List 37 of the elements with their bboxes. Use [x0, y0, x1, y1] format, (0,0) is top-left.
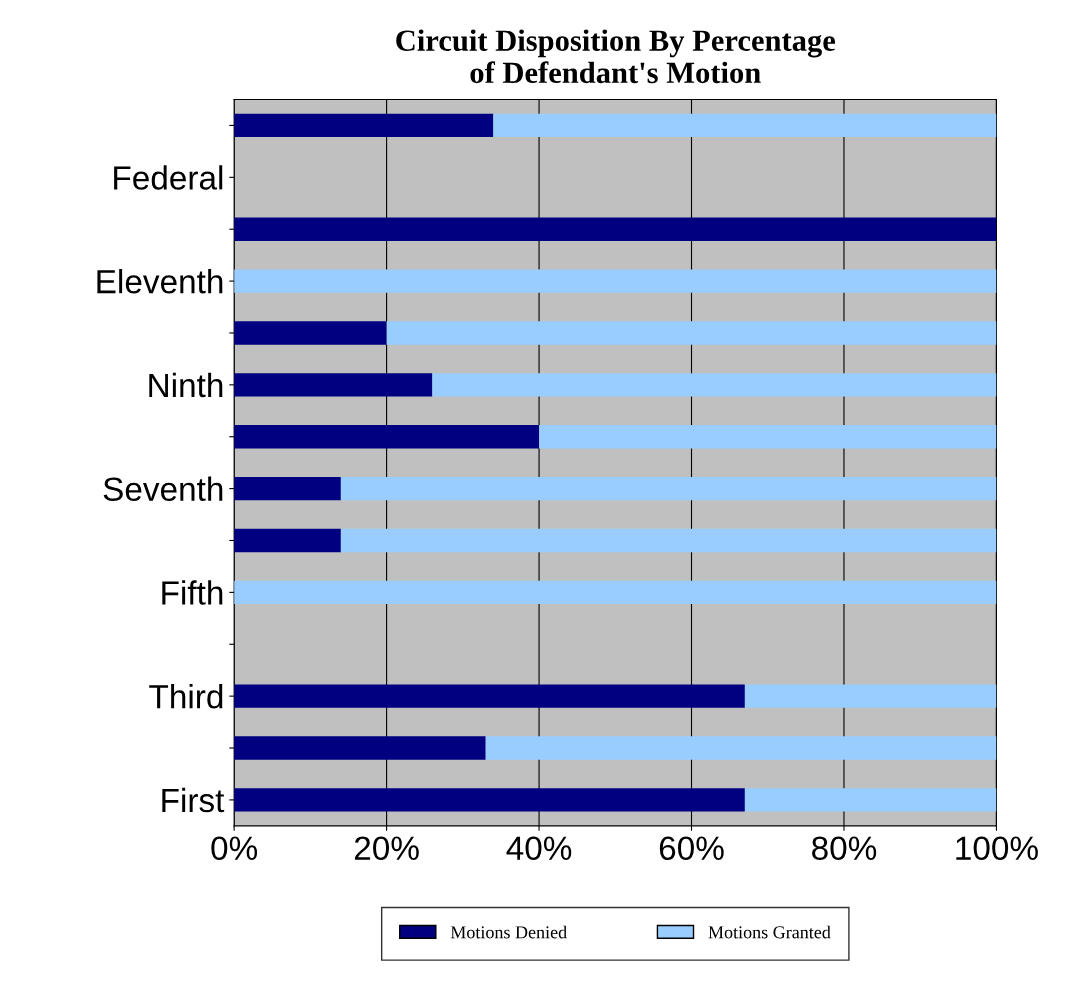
bar [234, 217, 997, 241]
bar [234, 580, 997, 605]
bar [234, 476, 341, 501]
x-tick-label: 80% [812, 836, 877, 861]
bar [234, 528, 341, 553]
bar [340, 528, 997, 553]
bar [234, 684, 745, 708]
y-tick-label: Federal [114, 165, 223, 190]
y-tick-label: Third [149, 684, 223, 709]
bar [744, 788, 997, 812]
y-tick-label: Seventh [103, 476, 223, 502]
bar [539, 425, 997, 449]
bar [432, 373, 997, 397]
bar [234, 736, 486, 760]
y-tick-label: Eleventh [97, 269, 223, 294]
x-tick-label: 0% [211, 836, 258, 861]
bar [234, 788, 745, 812]
bar [493, 113, 997, 138]
bar [234, 269, 997, 293]
x-tick-label: 100% [956, 836, 1038, 861]
y-tick-label: First [162, 787, 225, 813]
bar [485, 736, 997, 760]
bar [234, 373, 433, 397]
legend-label: Motions Denied [450, 925, 567, 939]
bar [234, 425, 540, 449]
y-tick-label: Fifth [162, 580, 223, 605]
bar [234, 321, 387, 345]
x-tick-label: 60% [659, 836, 724, 861]
bar [234, 113, 494, 138]
x-tick-label: 20% [354, 836, 419, 861]
legend-label: Motions Granted [708, 925, 831, 939]
bar [340, 476, 997, 501]
chart-title: Circuit Disposition By Percentage of Defendant's Motion [396, 29, 836, 84]
x-tick-label: 40% [506, 836, 572, 861]
y-tick-label: Ninth [149, 372, 223, 398]
bar [744, 684, 997, 708]
bar [386, 321, 997, 345]
